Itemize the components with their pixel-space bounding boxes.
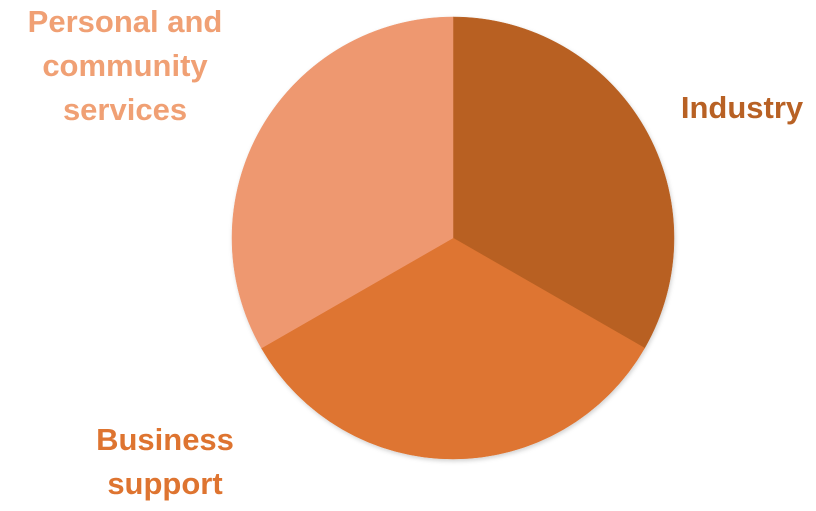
slice-label-personal-community-services: Personal and community services [27,4,223,127]
pie-slice-personal-community-services [231,16,454,349]
slice-label-industry: Industry [680,90,804,125]
pie-slices [231,16,675,460]
pie-slice-industry [452,16,675,349]
slice-label-business-support: Business support [96,422,234,501]
